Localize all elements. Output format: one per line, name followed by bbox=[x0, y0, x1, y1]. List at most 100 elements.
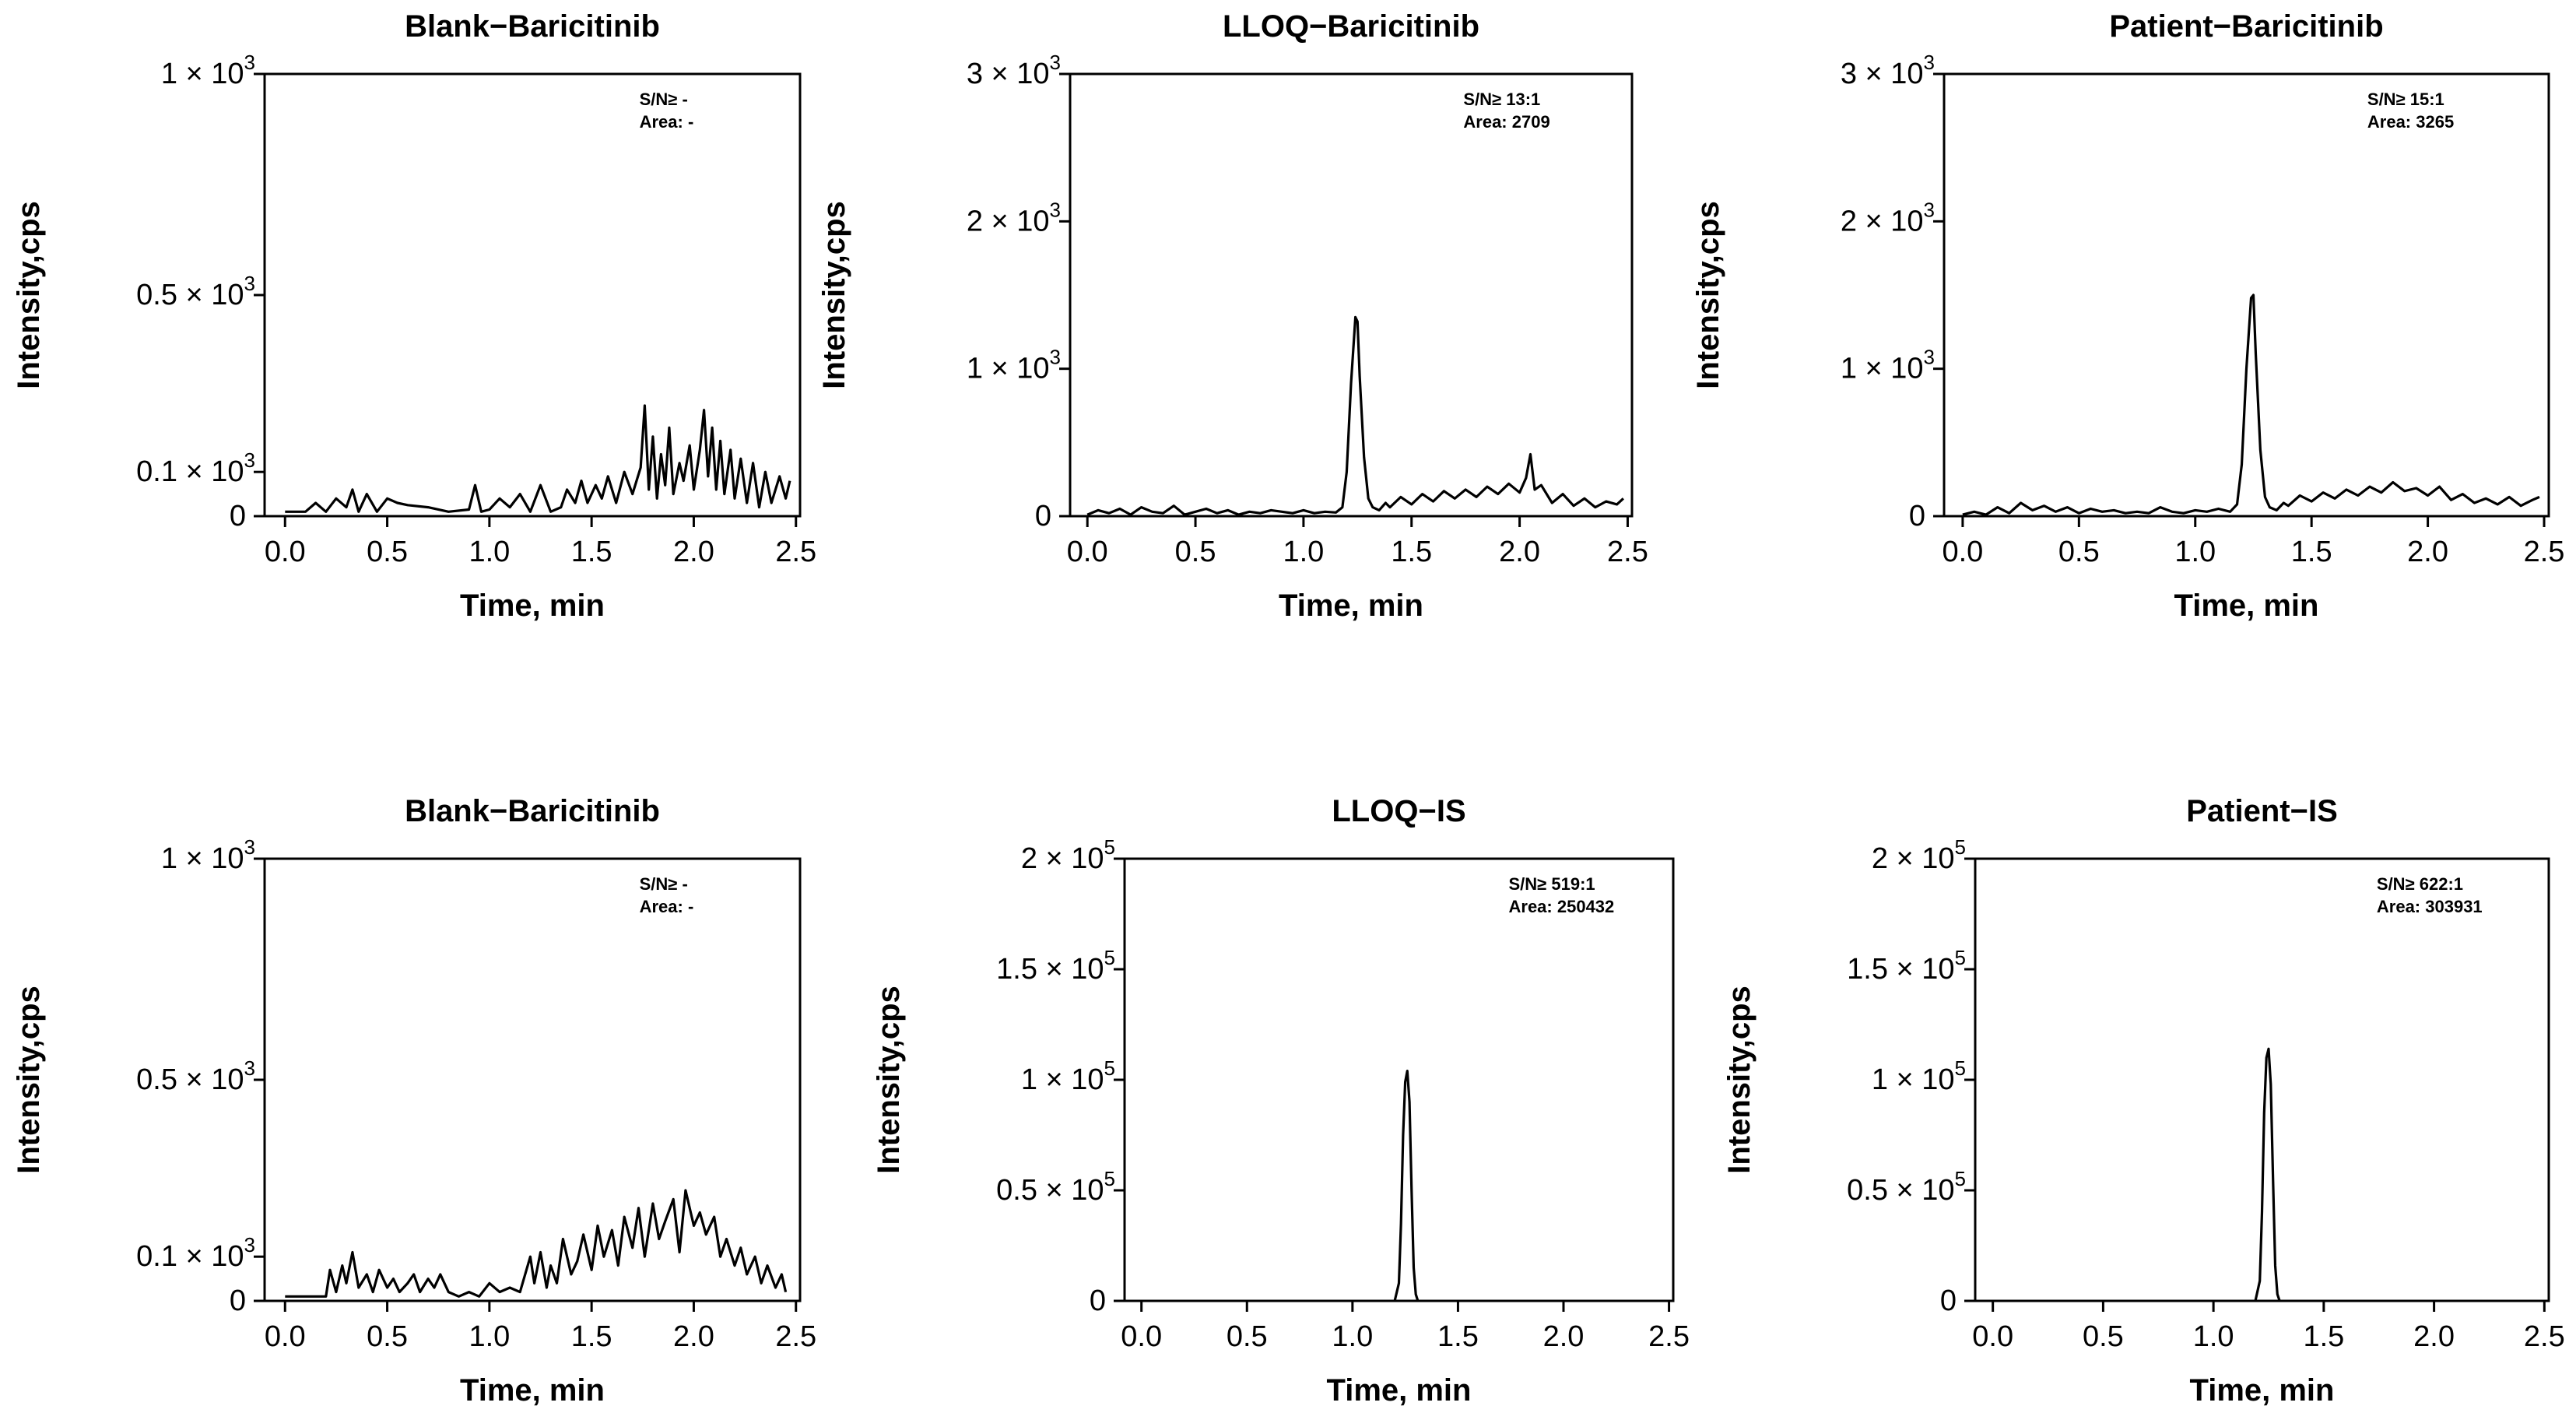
x-tick-label: 1.0 bbox=[469, 1320, 510, 1353]
chart-title: Patient−IS bbox=[2186, 794, 2338, 828]
y-tick-label: 0.5 × 105 bbox=[996, 1167, 1115, 1207]
chart-panel-1: Blank−Baricitinib 0.0 0.5 1.0 1.5 2.0 2.5 0 0.1 … bbox=[12, 9, 816, 623]
y-axis-label: Intensity,cps bbox=[12, 986, 46, 1174]
y-tick-label: 1 × 105 bbox=[1021, 1056, 1115, 1096]
x-axis-label: Time, min bbox=[2190, 1373, 2335, 1408]
y-tick-label: 1 × 103 bbox=[1841, 346, 1935, 385]
x-tick-label: 0.0 bbox=[1121, 1320, 1162, 1353]
x-tick-label: 0.5 bbox=[367, 536, 408, 568]
y-tick-label: 2 × 105 bbox=[1021, 835, 1115, 875]
x-tick-label: 1.0 bbox=[1332, 1320, 1373, 1353]
chromatogram-trace bbox=[1393, 1069, 1420, 1302]
x-tick-label: 2.5 bbox=[1607, 536, 1648, 568]
y-tick-label: 1.5 × 105 bbox=[996, 946, 1115, 986]
x-tick-label: 2.0 bbox=[2407, 536, 2448, 568]
chart-title: Blank−Baricitinib bbox=[405, 9, 660, 44]
x-tick-label: 0.5 bbox=[1175, 536, 1216, 568]
x-axis-label: Time, min bbox=[460, 1373, 605, 1408]
x-tick-label: 0.0 bbox=[265, 536, 306, 568]
y-tick-label: 2 × 103 bbox=[967, 198, 1061, 237]
y-tick-label: 3 × 103 bbox=[967, 51, 1061, 90]
sn-annotation: S/N≥ 13:1 bbox=[1463, 90, 1540, 109]
y-axis-label: Intensity,cps bbox=[872, 986, 906, 1174]
sn-annotation: S/N≥ - bbox=[640, 874, 688, 894]
sn-annotation: S/N≥ 622:1 bbox=[2377, 874, 2463, 894]
y-axis-label: Intensity,cps bbox=[1722, 986, 1757, 1174]
x-tick-label: 1.5 bbox=[2303, 1320, 2344, 1353]
y-tick-label: 0.1 × 103 bbox=[136, 448, 255, 488]
plot-frame bbox=[263, 857, 802, 1302]
y-axis-label: Intensity,cps bbox=[817, 201, 851, 389]
area-annotation: Area: - bbox=[640, 112, 694, 132]
y-tick-label: 0.5 × 105 bbox=[1847, 1167, 1966, 1207]
area-annotation: Area: 303931 bbox=[2377, 897, 2483, 916]
x-tick-label: 2.5 bbox=[775, 536, 816, 568]
x-tick-label: 1.5 bbox=[571, 1320, 612, 1353]
x-axis-label: Time, min bbox=[1327, 1373, 1472, 1408]
y-tick-label: 0 bbox=[230, 500, 246, 532]
chromatogram-trace bbox=[1962, 293, 2540, 516]
chart-title: LLOQ−Baricitinib bbox=[1223, 9, 1479, 44]
x-tick-label: 1.0 bbox=[2174, 536, 2216, 568]
x-tick-label: 2.0 bbox=[673, 536, 714, 568]
chart-title: Blank−Baricitinib bbox=[405, 794, 660, 828]
x-tick-label: 2.5 bbox=[1648, 1320, 1690, 1353]
chart-panel-3: Patient−Baricitinib 0.0 0.5 1.0 1.5 2.0 2.5 0 1 … bbox=[1691, 9, 2564, 623]
y-tick-label: 3 × 103 bbox=[1841, 51, 1935, 90]
area-annotation: Area: - bbox=[640, 897, 694, 916]
area-annotation: Area: 2709 bbox=[1463, 112, 1549, 132]
x-tick-label: 1.0 bbox=[469, 536, 510, 568]
x-tick-label: 1.0 bbox=[2193, 1320, 2234, 1353]
y-axis-label: Intensity,cps bbox=[1691, 201, 1725, 389]
y-axis-label: Intensity,cps bbox=[12, 201, 46, 389]
x-axis-label: Time, min bbox=[1279, 589, 1423, 623]
y-tick-label: 0.1 × 103 bbox=[136, 1233, 255, 1273]
x-tick-label: 0.0 bbox=[1942, 536, 1983, 568]
y-tick-label: 1 × 105 bbox=[1872, 1056, 1966, 1096]
plot-frame bbox=[1943, 72, 2550, 518]
chromatogram-trace bbox=[2254, 1047, 2281, 1302]
x-tick-label: 1.5 bbox=[1391, 536, 1432, 568]
y-tick-label: 0 bbox=[1090, 1285, 1106, 1317]
x-tick-label: 0.5 bbox=[2058, 536, 2100, 568]
x-tick-label: 1.5 bbox=[2291, 536, 2332, 568]
sn-annotation: S/N≥ - bbox=[640, 90, 688, 109]
plot-frame bbox=[1069, 72, 1634, 518]
chart-panel-4: Blank−Baricitinib 0.0 0.5 1.0 1.5 2.0 2.5 0 0.1 … bbox=[12, 794, 816, 1408]
y-tick-label: 0 bbox=[1035, 500, 1051, 532]
chart-panel-6: Patient−IS 0.0 0.5 1.0 1.5 2.0 2.5 0 0.5 × 105 1 … bbox=[1722, 794, 2565, 1408]
x-tick-label: 2.5 bbox=[2524, 1320, 2565, 1353]
chart-title: LLOQ−IS bbox=[1332, 794, 1465, 828]
y-tick-label: 2 × 103 bbox=[1841, 198, 1935, 237]
y-tick-label: 1 × 103 bbox=[161, 51, 255, 90]
chart-panel-2: LLOQ−Baricitinib 0.0 0.5 1.0 1.5 2.0 2.5 0 1 × 1… bbox=[817, 9, 1648, 623]
x-tick-label: 2.5 bbox=[2524, 536, 2565, 568]
chart-panel-5: LLOQ−IS 0.0 0.5 1.0 1.5 2.0 2.5 0 0.5 × 105 1 × 1… bbox=[872, 794, 1690, 1408]
y-tick-label: 1 × 103 bbox=[161, 835, 255, 875]
x-tick-label: 2.5 bbox=[775, 1320, 816, 1353]
x-tick-label: 0.5 bbox=[2083, 1320, 2124, 1353]
x-tick-label: 0.0 bbox=[1972, 1320, 2013, 1353]
x-tick-label: 2.0 bbox=[673, 1320, 714, 1353]
y-tick-label: 0 bbox=[1909, 500, 1925, 532]
x-tick-label: 1.5 bbox=[571, 536, 612, 568]
x-tick-label: 1.5 bbox=[1437, 1320, 1479, 1353]
y-tick-label: 1 × 103 bbox=[967, 346, 1061, 385]
y-tick-label: 0 bbox=[230, 1285, 246, 1317]
y-tick-label: 0.5 × 103 bbox=[136, 1056, 255, 1096]
y-tick-label: 0 bbox=[1940, 1285, 1957, 1317]
chromatogram-trace bbox=[285, 1189, 788, 1298]
x-tick-label: 0.0 bbox=[265, 1320, 306, 1353]
x-tick-label: 2.0 bbox=[1543, 1320, 1585, 1353]
x-tick-label: 1.0 bbox=[1283, 536, 1324, 568]
area-annotation: Area: 250432 bbox=[1509, 897, 1615, 916]
chart-title: Patient−Baricitinib bbox=[2109, 9, 2383, 44]
x-tick-label: 0.5 bbox=[367, 1320, 408, 1353]
plot-frame bbox=[1123, 857, 1675, 1302]
y-tick-label: 2 × 105 bbox=[1872, 835, 1966, 875]
area-annotation: Area: 3265 bbox=[2367, 112, 2454, 132]
x-tick-label: 0.5 bbox=[1227, 1320, 1268, 1353]
y-tick-label: 1.5 × 105 bbox=[1847, 946, 1966, 986]
